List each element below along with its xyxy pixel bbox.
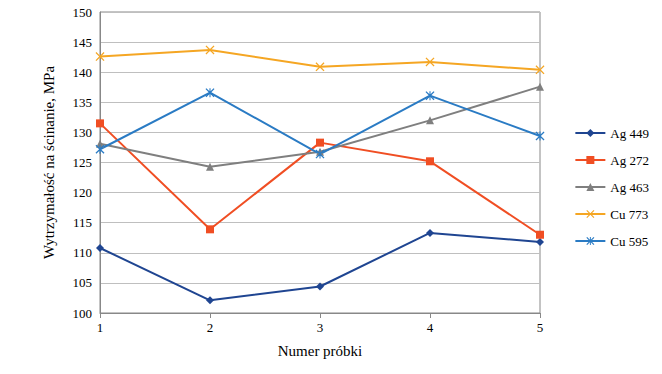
svg-text:105: 105	[73, 275, 93, 290]
svg-text:1: 1	[97, 320, 104, 335]
svg-text:Cu 773: Cu 773	[610, 207, 648, 222]
svg-text:Cu 595: Cu 595	[610, 234, 648, 249]
svg-text:Ag 449: Ag 449	[610, 126, 649, 141]
svg-text:140: 140	[73, 65, 93, 80]
svg-text:115: 115	[73, 215, 92, 230]
svg-text:Numer próbki: Numer próbki	[278, 343, 363, 359]
svg-text:Ag 463: Ag 463	[610, 180, 649, 195]
svg-text:Ag 272: Ag 272	[610, 153, 649, 168]
svg-text:5: 5	[537, 320, 544, 335]
svg-text:135: 135	[73, 95, 93, 110]
svg-text:3: 3	[317, 320, 324, 335]
svg-text:150: 150	[73, 5, 93, 20]
svg-text:145: 145	[73, 35, 93, 50]
svg-text:2: 2	[207, 320, 214, 335]
svg-text:100: 100	[73, 306, 93, 321]
svg-text:Wytrzymałość na ścinanie, MPa: Wytrzymałość na ścinanie, MPa	[41, 66, 57, 260]
svg-text:110: 110	[73, 245, 92, 260]
svg-text:120: 120	[73, 185, 93, 200]
svg-text:4: 4	[427, 320, 434, 335]
svg-text:125: 125	[73, 155, 93, 170]
svg-text:130: 130	[73, 125, 93, 140]
